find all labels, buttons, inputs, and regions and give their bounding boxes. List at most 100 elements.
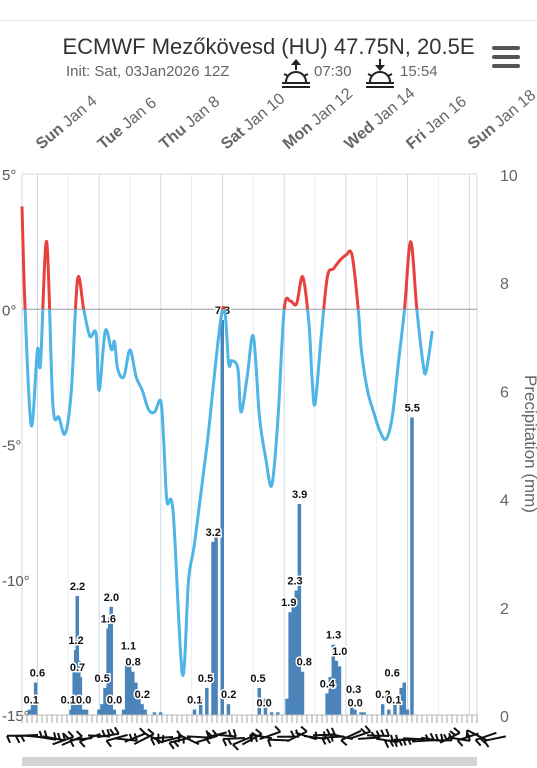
precipitation-data-label: 0.0: [76, 695, 91, 707]
date-label: Tue Jan 6: [95, 94, 160, 153]
wind-barb: [286, 725, 308, 743]
precipitation-data-label: 0.8: [297, 657, 312, 669]
precipitation-bar: [263, 698, 268, 715]
precipitation-bar: [97, 709, 101, 715]
precipitation-bar: [257, 687, 262, 715]
wind-barb: [366, 728, 390, 738]
precipitation-bar: [402, 682, 407, 715]
wind-barb: [465, 729, 488, 742]
temperature-line-cold: [23, 309, 434, 677]
precipitation-bar: [359, 712, 363, 715]
wind-barb: [96, 726, 120, 739]
precipitation-data-label: 0.2: [135, 689, 150, 701]
precipitation-tick-label: 10: [500, 168, 518, 185]
precipitation-bar: [140, 704, 144, 715]
precipitation-data-label: 1.3: [326, 630, 341, 642]
sunrise-time: 07:30: [314, 63, 352, 80]
precipitation-bar: [399, 687, 403, 715]
precipitation-tick-label: 8: [500, 276, 509, 293]
precipitation-data-label: 1.0: [332, 646, 347, 658]
precipitation-bar: [103, 687, 107, 715]
sunset-icon: [366, 59, 394, 88]
precipitation-bar: [276, 712, 280, 715]
precipitation-bar: [291, 601, 295, 715]
wind-barb: [222, 737, 246, 747]
precipitation-data-label: 0.1: [24, 695, 39, 707]
temperature-tick-label: 5°: [2, 167, 16, 184]
precipitation-bar: [220, 320, 225, 715]
precipitation-bar: [78, 677, 83, 715]
precipitation-bar: [269, 712, 274, 715]
temperature-tick-label: -10°: [2, 573, 30, 590]
sunrise-icon: [282, 59, 310, 88]
precipitation-data-label: 0.4: [320, 678, 336, 690]
wind-barb: [402, 737, 426, 746]
chart-title: ECMWF Mezőkövesd (HU) 47.75N, 20.5E: [62, 34, 475, 59]
wind-barb: [150, 736, 174, 746]
precipitation-bar: [300, 671, 305, 715]
wind-barb: [52, 730, 75, 746]
wind-barb: [249, 733, 273, 743]
precipitation-bar: [143, 709, 147, 715]
precipitation-bar: [387, 709, 391, 715]
precipitation-bar: [410, 417, 414, 715]
precipitation-data-label: 2.3: [287, 576, 302, 588]
precipitation-bar: [75, 595, 80, 715]
precipitation-bar: [380, 704, 385, 715]
precipitation-data-label: 5.5: [405, 402, 420, 414]
precipitation-bar: [214, 536, 218, 715]
precipitation-axis-label: Precipitation (mm): [521, 375, 537, 513]
precipitation-data-label: 1.2: [68, 635, 83, 647]
precipitation-bar: [285, 698, 289, 715]
precipitation-bar: [30, 701, 35, 715]
precipitation-tick-label: 0: [500, 709, 509, 726]
wind-barb: [340, 729, 362, 746]
precipitation-tick-label: 4: [500, 493, 509, 510]
precipitation-bar: [362, 712, 366, 715]
precipitation-data-label: 3.9: [292, 489, 307, 501]
precipitation-data-label: 0.2: [375, 689, 390, 701]
precipitation-bar: [84, 709, 89, 715]
top-divider: [0, 20, 537, 21]
precipitation-bar: [134, 682, 138, 715]
precipitation-bar: [152, 712, 157, 715]
precipitation-bar: [226, 704, 231, 715]
precipitation-bar: [328, 677, 332, 715]
precipitation-data-label: 0.6: [30, 668, 45, 680]
precipitation-data-label: 1.6: [101, 613, 116, 625]
precipitation-data-label: 0.1: [386, 695, 401, 707]
date-label: Sun Jan 4: [33, 93, 101, 154]
precipitation-bar: [158, 712, 163, 715]
wind-barb: [267, 738, 291, 748]
precipitation-bar: [205, 687, 209, 715]
scrollbar: [22, 757, 477, 766]
temperature-tick-label: 0°: [2, 302, 16, 319]
temperature-tick-label: -5°: [2, 438, 21, 455]
precipitation-data-label: 0.3: [346, 684, 361, 696]
precipitation-data-label: 0.8: [125, 657, 140, 669]
wind-barb: [177, 733, 200, 746]
precipitation-data-label: 1.9: [281, 597, 296, 609]
precipitation-data-label: 0.0: [257, 697, 272, 709]
precipitation-bar: [27, 709, 32, 715]
precipitation-bar: [350, 698, 354, 715]
temperature-tick-label: -15°: [2, 708, 30, 725]
precipitation-data-label: 0.7: [70, 662, 85, 674]
precipitation-tick-label: 6: [500, 384, 509, 401]
date-label: Sun Jan 18: [465, 87, 537, 153]
precipitation-bar: [198, 698, 203, 715]
precipitation-data-label: 3.2: [206, 527, 221, 539]
wind-barb: [259, 725, 282, 741]
precipitation-bar: [192, 709, 197, 715]
date-label: Fri Jan 16: [403, 93, 470, 153]
precipitation-bar: [127, 666, 132, 715]
wind-barb: [330, 733, 353, 742]
date-label: Thu Jan 8: [156, 93, 223, 153]
precipitation-bar: [393, 704, 397, 715]
precipitation-bar: [81, 709, 86, 715]
precipitation-bar: [211, 541, 215, 715]
precipitation-data-label: 2.2: [70, 581, 85, 593]
hamburger-menu-icon[interactable]: [492, 46, 520, 68]
precipitation-bar: [124, 660, 129, 715]
